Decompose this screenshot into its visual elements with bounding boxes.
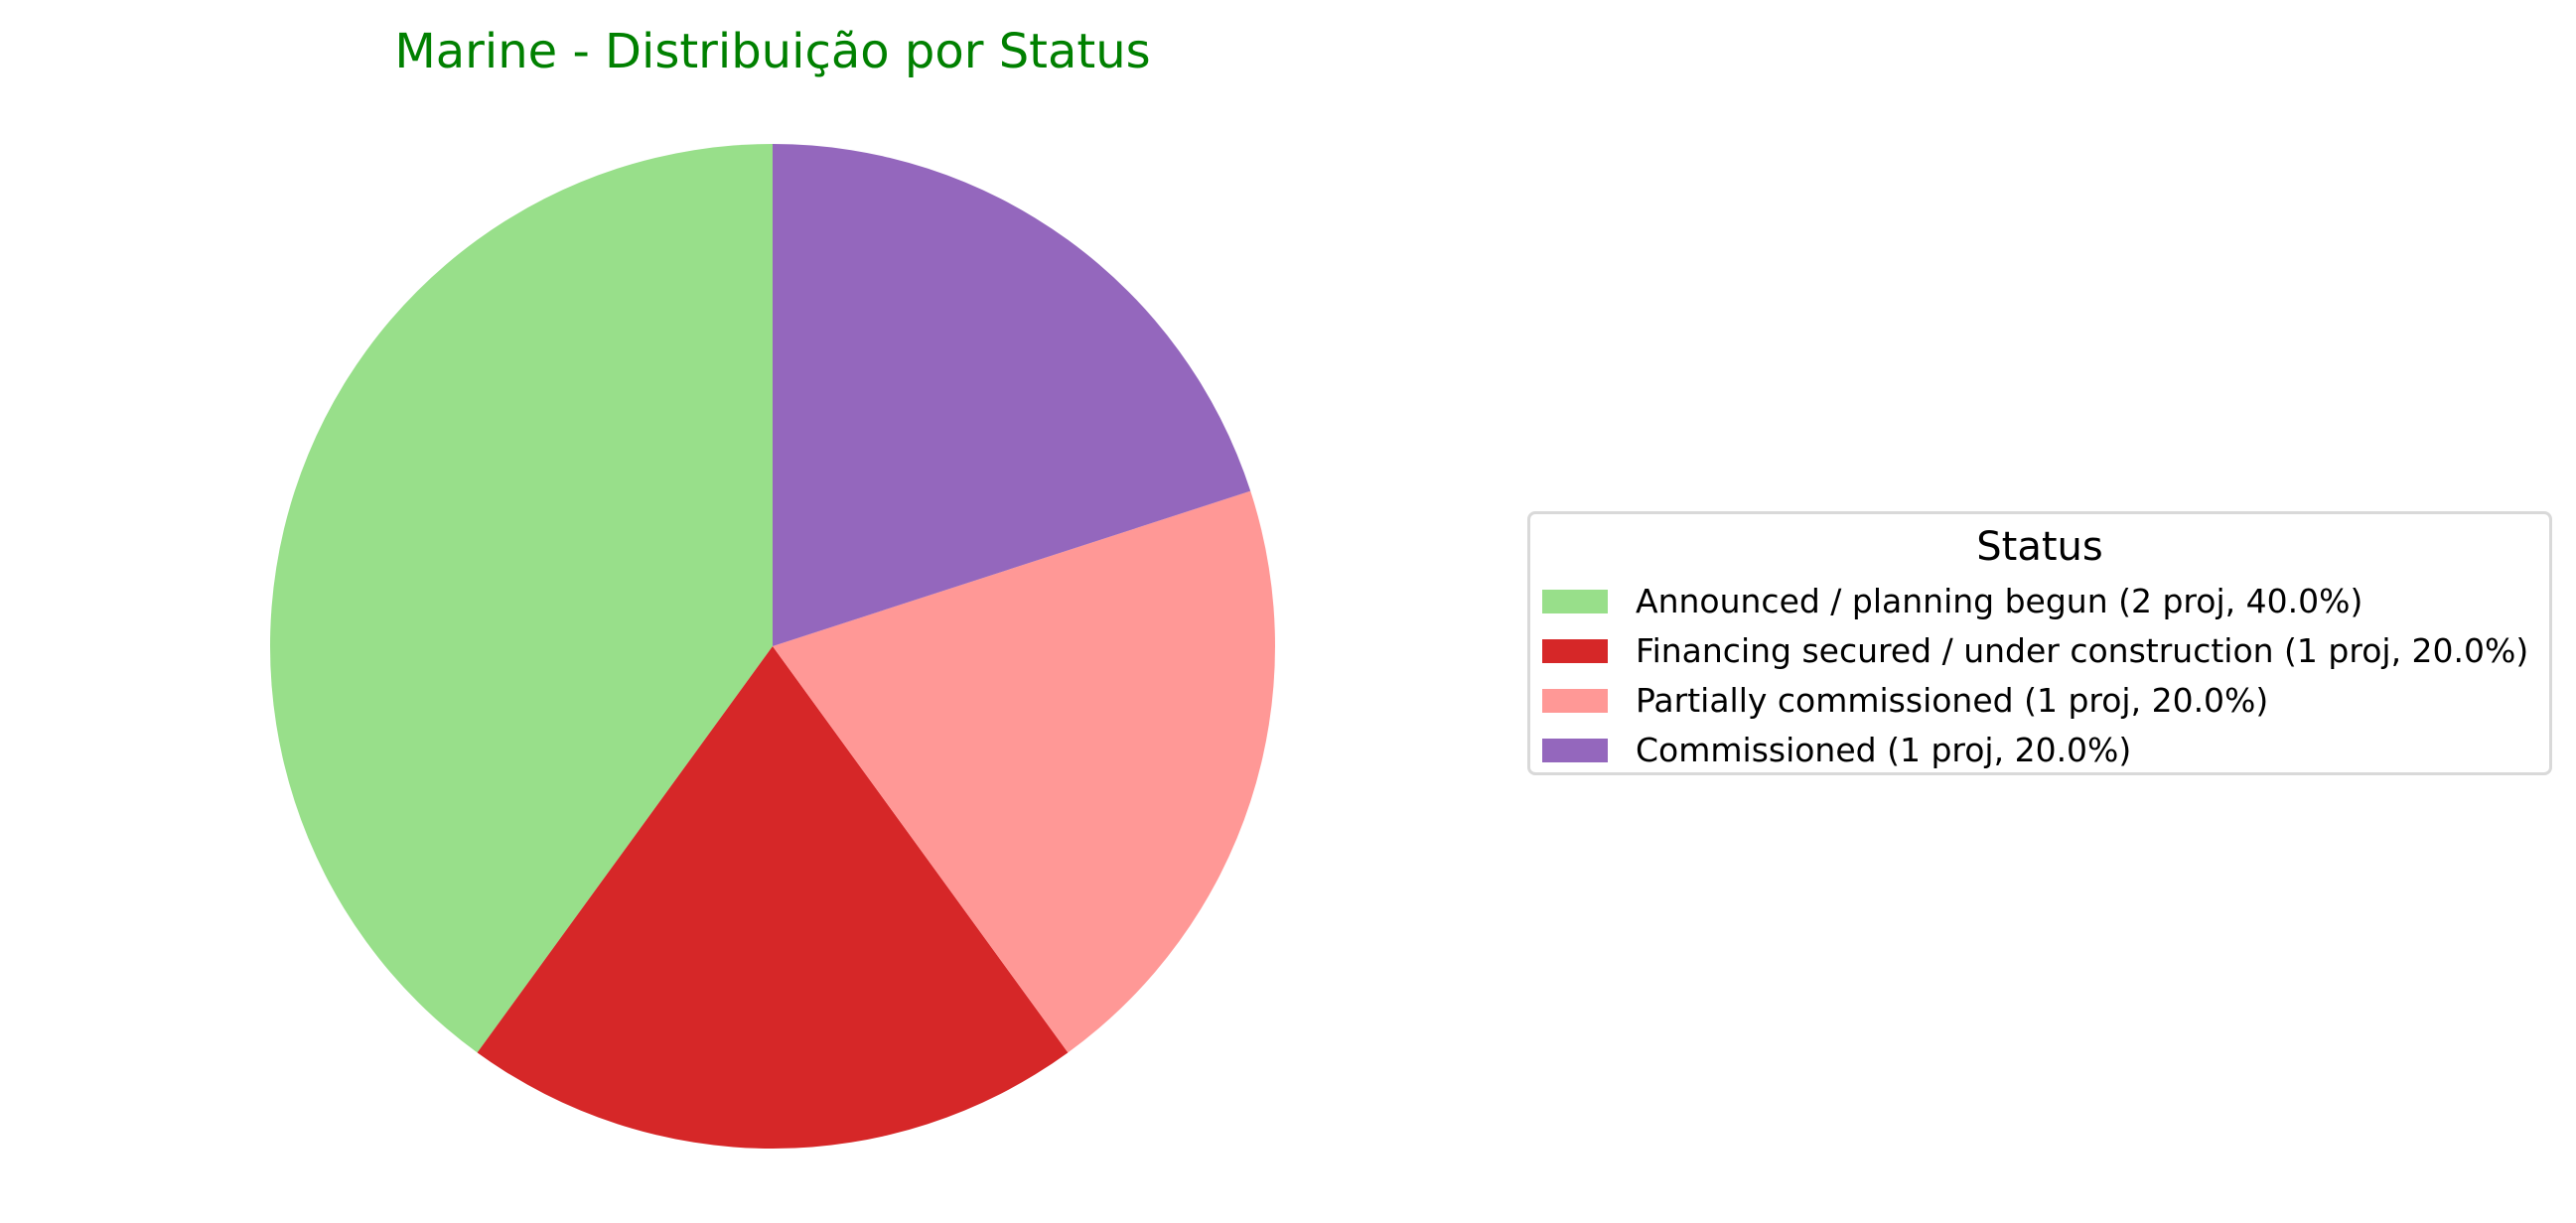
chart-title: Marine - Distribuição por Status [394, 24, 1151, 79]
pie-slice-2 [477, 646, 1069, 1150]
legend-item: Announced / planning begun (2 proj, 40.0… [1542, 577, 2362, 626]
legend-label: Announced / planning begun (2 proj, 40.0… [1636, 582, 2363, 620]
pie-slice-1 [270, 144, 773, 1053]
legend-item: Partially commissioned (1 proj, 20.0%) [1542, 676, 2268, 726]
legend-swatch [1542, 739, 1608, 762]
legend-swatch [1542, 639, 1608, 663]
pie-slice-3 [773, 490, 1275, 1053]
pie-slice-4 [773, 144, 1251, 646]
legend-swatch [1542, 590, 1608, 613]
legend-label: Partially commissioned (1 proj, 20.0%) [1636, 681, 2269, 720]
pie-slices [270, 144, 1275, 1150]
legend-item: Financing secured / under construction (… [1542, 626, 2528, 676]
legend-label: Financing secured / under construction (… [1636, 631, 2529, 670]
legend-title: Status [1976, 524, 2103, 570]
legend-item: Commissioned (1 proj, 20.0%) [1542, 726, 2131, 775]
legend: Status Announced / planning begun (2 pro… [1527, 511, 2552, 775]
legend-label: Commissioned (1 proj, 20.0%) [1636, 731, 2132, 769]
legend-swatch [1542, 689, 1608, 713]
